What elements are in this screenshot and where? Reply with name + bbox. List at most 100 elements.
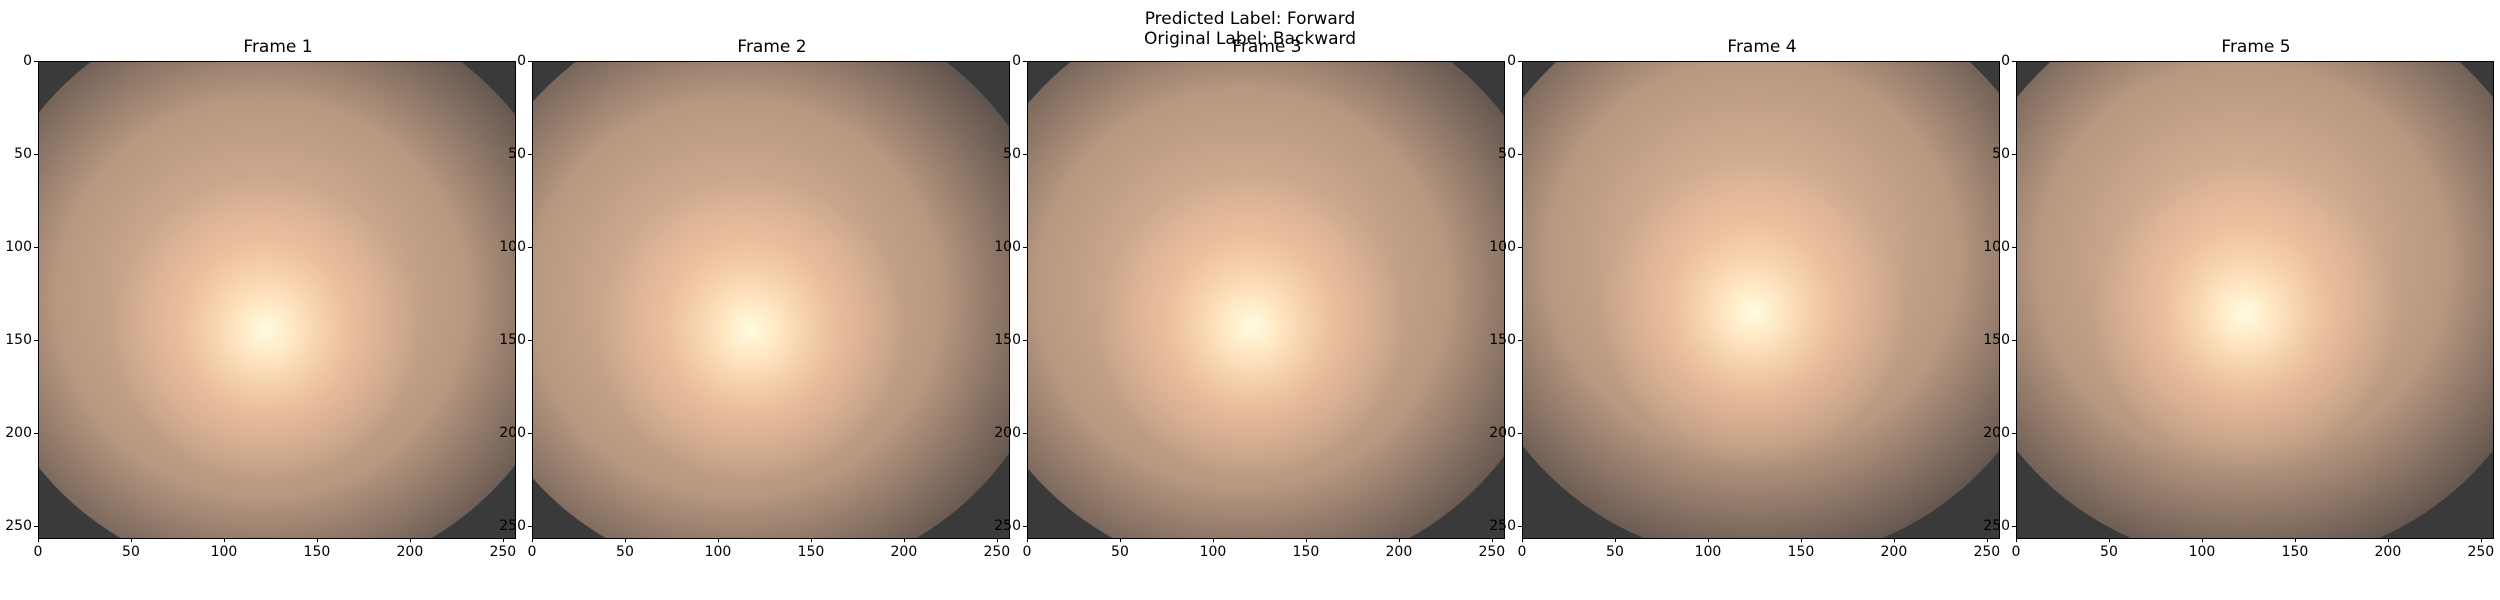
y-tick-label: 150: [994, 331, 1021, 348]
x-tick-mark: [1305, 538, 1307, 542]
y-tick-mark: [2012, 339, 2016, 341]
x-tick-label: 250: [489, 544, 517, 560]
x-tick-label: 50: [1606, 544, 1624, 560]
y-tick-mark: [1518, 246, 1522, 248]
y-tick-mark: [1023, 61, 1027, 62]
frame-panel-4: Frame 4 0 50 100 150 200 250 0 50 100 150 200 250: [1484, 0, 2000, 600]
y-tick-label: 50: [1003, 145, 1021, 162]
y-tick-label: 200: [994, 424, 1021, 441]
y-tick-mark: [1518, 339, 1522, 341]
x-tick-mark: [717, 538, 719, 542]
x-tick-mark: [1398, 538, 1400, 542]
y-tick-mark: [528, 339, 532, 341]
x-tick-mark: [1986, 538, 1988, 542]
x-tick-mark: [409, 538, 411, 542]
x-tick-mark: [1027, 538, 1028, 542]
x-tick-mark: [38, 538, 39, 542]
y-tick-label: 100: [1983, 238, 2010, 255]
frame-panel-3: Frame 3 0 50 100 150 200 250 0 50 100 150 200 250: [989, 0, 1505, 600]
x-tick-label: 50: [122, 544, 140, 560]
x-tick-mark: [1522, 538, 1523, 542]
y-tick-mark: [2012, 153, 2016, 155]
x-tick-label: 150: [1292, 544, 1320, 560]
original-label: Original Label: Backward: [1144, 29, 1356, 49]
x-tick-mark: [532, 538, 533, 542]
x-tick-mark: [1893, 538, 1895, 542]
x-tick-label: 50: [616, 544, 634, 560]
x-tick-label: 50: [2100, 544, 2118, 560]
y-tick-mark: [34, 432, 38, 434]
y-tick-label: 100: [5, 238, 32, 255]
y-tick-label: 100: [1489, 238, 1516, 255]
y-tick-mark: [1518, 153, 1522, 155]
x-tick-mark: [2387, 538, 2389, 542]
frame-image: [532, 61, 1010, 539]
y-tick-mark: [1023, 525, 1027, 527]
x-tick-mark: [2201, 538, 2203, 542]
frame-title: Frame 5: [2221, 37, 2291, 57]
x-tick-label: 0: [1022, 544, 1032, 560]
frame-image: [1522, 61, 2000, 539]
y-tick-label: 150: [1983, 331, 2010, 348]
y-tick-mark: [34, 61, 38, 62]
y-tick-mark: [528, 61, 532, 62]
x-tick-label: 200: [396, 544, 424, 560]
predicted-label: Predicted Label: Forward: [1144, 9, 1356, 29]
y-tick-label: 150: [499, 331, 526, 348]
y-tick-mark: [2012, 246, 2016, 248]
frame-title: Frame 3: [1232, 37, 1302, 57]
x-tick-label: 150: [2281, 544, 2309, 560]
y-tick-label: 100: [499, 238, 526, 255]
frame-image: [1027, 61, 1505, 539]
x-tick-label: 250: [983, 544, 1011, 560]
x-tick-label: 0: [2011, 544, 2021, 560]
y-tick-label: 200: [499, 424, 526, 441]
x-tick-label: 100: [704, 544, 732, 560]
x-tick-label: 250: [1973, 544, 2001, 560]
y-tick-label: 50: [508, 145, 526, 162]
x-tick-label: 250: [2467, 544, 2495, 560]
x-tick-label: 100: [2188, 544, 2216, 560]
x-tick-mark: [624, 538, 626, 542]
x-tick-mark: [810, 538, 812, 542]
x-tick-mark: [130, 538, 132, 542]
x-tick-label: 150: [797, 544, 825, 560]
x-tick-label: 50: [1111, 544, 1129, 560]
y-tick-mark: [1518, 61, 1522, 62]
x-tick-mark: [502, 538, 504, 542]
y-tick-label: 200: [5, 424, 32, 441]
x-tick-mark: [2016, 538, 2017, 542]
y-tick-label: 200: [1983, 424, 2010, 441]
y-tick-mark: [1023, 153, 1027, 155]
frame-panel-1: Frame 1 0 50 100 150 200 250 0 50 100 150 200 250: [0, 0, 516, 600]
y-tick-label: 50: [1498, 145, 1516, 162]
y-tick-label: 0: [517, 53, 526, 69]
x-tick-mark: [2294, 538, 2296, 542]
y-tick-label: 150: [5, 331, 32, 348]
y-tick-mark: [528, 432, 532, 434]
x-tick-mark: [1491, 538, 1493, 542]
x-tick-label: 100: [1199, 544, 1227, 560]
y-tick-label: 100: [994, 238, 1021, 255]
x-tick-mark: [996, 538, 998, 542]
y-tick-label: 250: [499, 517, 526, 534]
x-tick-mark: [2480, 538, 2482, 542]
y-tick-label: 50: [14, 145, 32, 162]
x-tick-label: 250: [1478, 544, 1506, 560]
x-tick-mark: [2108, 538, 2110, 542]
frame-image: [38, 61, 516, 539]
y-tick-label: 0: [23, 53, 32, 69]
y-tick-mark: [34, 153, 38, 155]
y-tick-label: 250: [1983, 517, 2010, 534]
frame-panel-5: Frame 5 0 50 100 150 200 250 0 50 100 150 200 250: [1978, 0, 2494, 600]
frame-panel-2: Frame 2 0 50 100 150 200 250 0 50 100 150 200 250: [494, 0, 1010, 600]
y-tick-mark: [1518, 525, 1522, 527]
frame-title: Frame 4: [1727, 37, 1797, 57]
x-tick-label: 150: [1787, 544, 1815, 560]
y-tick-label: 50: [1992, 145, 2010, 162]
x-tick-label: 200: [2374, 544, 2402, 560]
y-tick-label: 0: [2001, 53, 2010, 69]
y-tick-mark: [1023, 339, 1027, 341]
frame-title: Frame 2: [737, 37, 807, 57]
y-tick-mark: [528, 246, 532, 248]
